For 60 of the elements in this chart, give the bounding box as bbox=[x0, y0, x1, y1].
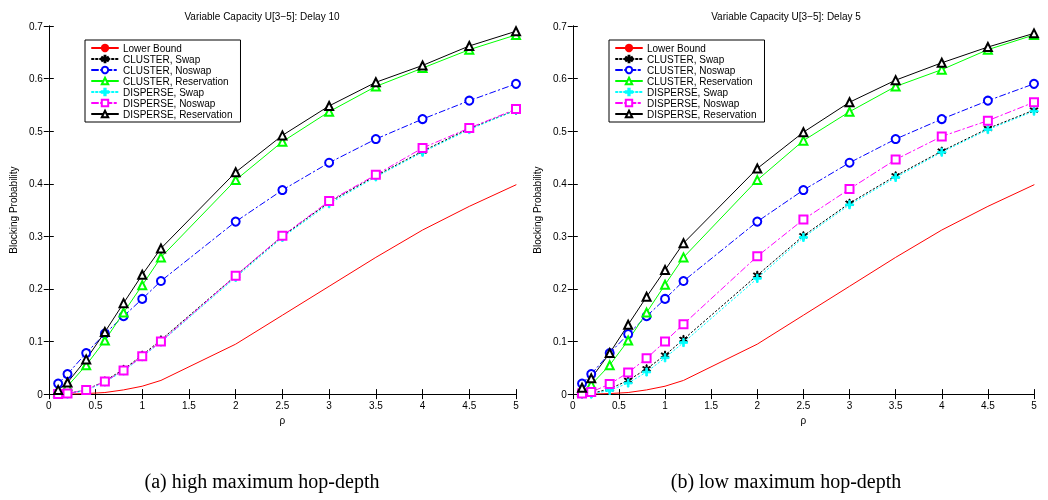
legend-label: CLUSTER, Noswap bbox=[647, 64, 736, 76]
y-tick-label: 0.1 bbox=[552, 336, 568, 348]
legend-label: DISPERSE, Reservation bbox=[647, 108, 757, 120]
legend-label: DISPERSE, Noswap bbox=[647, 97, 740, 109]
legend-label: CLUSTER, Reservation bbox=[647, 75, 753, 87]
x-tick-label: 2 bbox=[754, 399, 761, 411]
y-tick-label: 0.6 bbox=[552, 73, 568, 85]
y-axis-title: Blocking Probability bbox=[531, 166, 543, 254]
x-tick-label: 5 bbox=[1031, 399, 1038, 411]
x-tick-label: 1 bbox=[662, 399, 669, 411]
x-axis-title: ρ bbox=[800, 414, 807, 426]
y-tick-label: 0.3 bbox=[552, 230, 568, 242]
y-tick-label: 0.2 bbox=[28, 283, 44, 295]
y-tick-label: 0.4 bbox=[28, 178, 44, 190]
legend-label: CLUSTER, Swap bbox=[123, 53, 201, 65]
y-tick-label: 0.3 bbox=[28, 230, 44, 242]
x-tick-label: 3.5 bbox=[888, 399, 904, 411]
legend-label: CLUSTER, Swap bbox=[647, 53, 725, 65]
x-tick-label: 0.5 bbox=[611, 399, 627, 411]
x-tick-label: 2 bbox=[232, 399, 239, 411]
legend-label: CLUSTER, Reservation bbox=[123, 75, 229, 87]
x-tick-label: 4.5 bbox=[462, 399, 477, 411]
text: (a) high maximum hop-depth bbox=[143, 470, 381, 493]
x-tick-label: 3 bbox=[326, 399, 333, 411]
x-tick-label: 3 bbox=[846, 399, 853, 411]
legend-label: CLUSTER, Noswap bbox=[123, 64, 212, 76]
y-tick-label: 0 bbox=[561, 388, 568, 400]
x-tick-label: 1.5 bbox=[704, 399, 719, 411]
y-tick-label: 0.6 bbox=[28, 73, 44, 85]
x-tick-label: 2.5 bbox=[275, 399, 290, 411]
x-tick-label: 2.5 bbox=[796, 399, 811, 411]
y-tick-label: 0.5 bbox=[552, 125, 568, 137]
y-tick-label: 0.5 bbox=[28, 125, 44, 137]
chart-title: Variable Capacity U[3−5]: Delay 5 bbox=[711, 10, 862, 22]
x-tick-label: 3.5 bbox=[368, 399, 384, 411]
chart-title: Variable Capacity U[3−5]: Delay 10 bbox=[184, 10, 341, 22]
legend-label: DISPERSE, Noswap bbox=[123, 97, 216, 109]
x-tick-label: 5 bbox=[513, 399, 520, 411]
y-tick-label: 0.4 bbox=[552, 178, 568, 190]
x-tick-label: 1 bbox=[139, 399, 146, 411]
y-tick-label: 0.7 bbox=[28, 20, 44, 32]
legend-label: Lower Bound bbox=[647, 42, 706, 54]
y-tick-label: 0.7 bbox=[552, 20, 568, 32]
x-axis-title: ρ bbox=[279, 414, 286, 426]
legend-label: DISPERSE, Swap bbox=[123, 86, 205, 98]
x-tick-label: 4.5 bbox=[980, 399, 996, 411]
x-tick-label: 4 bbox=[419, 399, 426, 411]
x-tick-label: 4 bbox=[938, 399, 945, 411]
text: (b) low maximum hop-depth bbox=[669, 470, 903, 493]
y-tick-label: 0.1 bbox=[28, 336, 44, 348]
x-tick-label: 0 bbox=[570, 399, 577, 411]
x-tick-label: 0 bbox=[46, 399, 53, 411]
y-tick-label: 0.2 bbox=[552, 283, 568, 295]
legend-label: DISPERSE, Reservation bbox=[123, 108, 233, 120]
y-tick-label: 0 bbox=[37, 388, 44, 400]
legend-label: DISPERSE, Swap bbox=[647, 86, 729, 98]
x-tick-label: 0.5 bbox=[88, 399, 103, 411]
x-tick-label: 1.5 bbox=[182, 399, 197, 411]
legend-label: Lower Bound bbox=[123, 42, 182, 54]
y-axis-title: Blocking Probability bbox=[7, 166, 19, 254]
